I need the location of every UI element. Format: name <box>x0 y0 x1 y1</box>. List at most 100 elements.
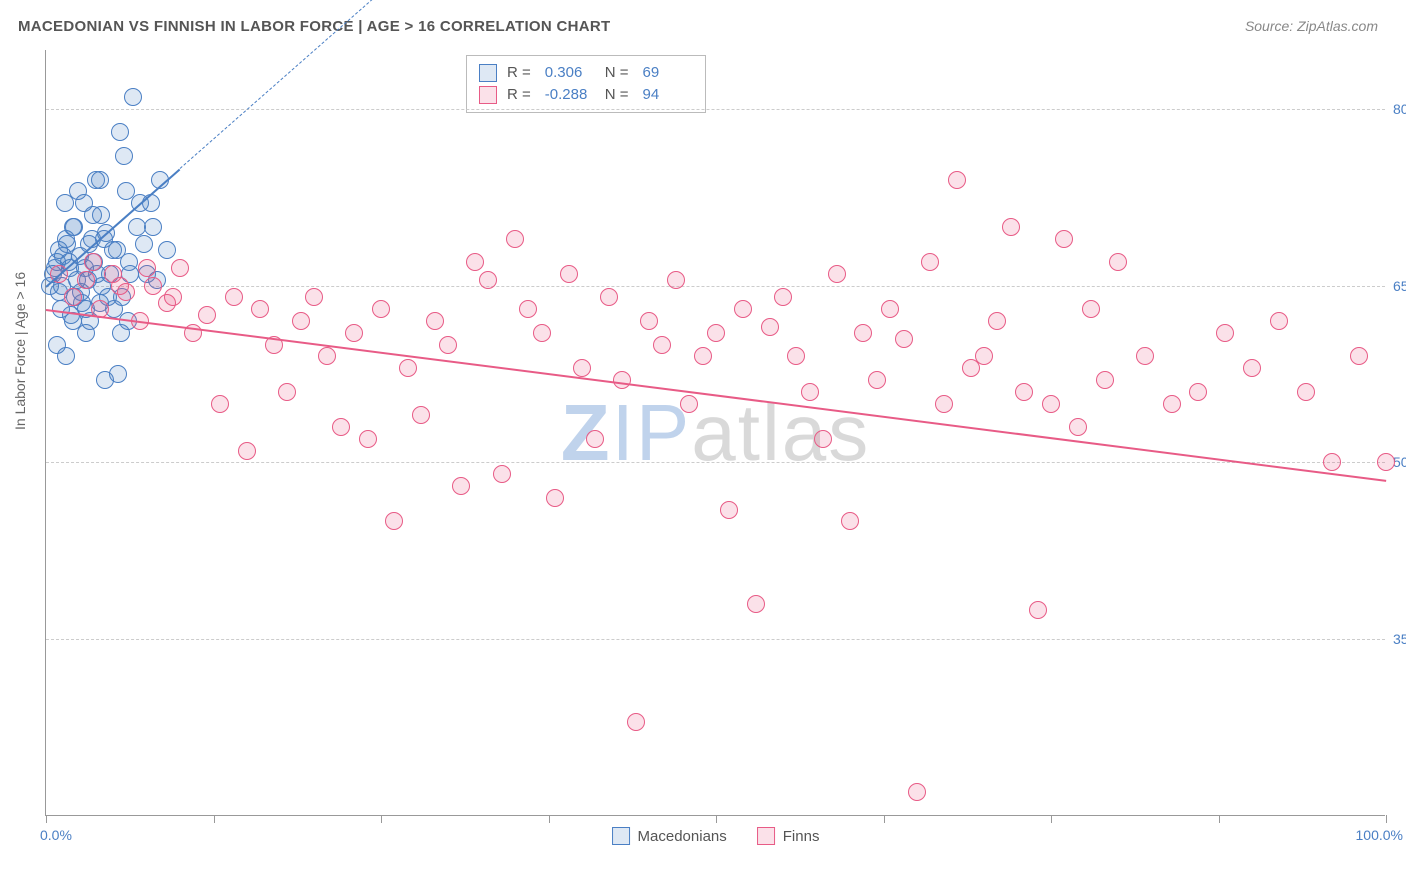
xaxis-max-label: 100.0% <box>1356 827 1403 843</box>
n-value-macedonians: 69 <box>643 62 693 84</box>
xtick <box>1051 815 1052 823</box>
data-point <box>586 430 604 448</box>
data-point <box>399 359 417 377</box>
data-point <box>546 489 564 507</box>
data-point <box>198 306 216 324</box>
data-point <box>225 288 243 306</box>
data-point <box>164 288 182 306</box>
data-point <box>948 171 966 189</box>
data-point <box>412 406 430 424</box>
r-value-finns: -0.288 <box>545 84 595 106</box>
r-value-macedonians: 0.306 <box>545 62 595 84</box>
data-point <box>1096 371 1114 389</box>
data-point <box>109 365 127 383</box>
data-point <box>1042 395 1060 413</box>
data-point <box>895 330 913 348</box>
xaxis-min-label: 0.0% <box>40 827 72 843</box>
data-point <box>1350 347 1368 365</box>
data-point <box>774 288 792 306</box>
data-point <box>828 265 846 283</box>
swatch-finns <box>479 86 497 104</box>
legend-item-macedonians: Macedonians <box>612 827 727 845</box>
data-point <box>144 277 162 295</box>
data-point <box>128 218 146 236</box>
data-point <box>694 347 712 365</box>
data-point <box>318 347 336 365</box>
data-point <box>305 288 323 306</box>
data-point <box>452 477 470 495</box>
data-point <box>142 194 160 212</box>
data-point <box>627 713 645 731</box>
data-point <box>1029 601 1047 619</box>
gridline <box>46 639 1385 640</box>
data-point <box>115 147 133 165</box>
data-point <box>613 371 631 389</box>
data-point <box>1015 383 1033 401</box>
data-point <box>881 300 899 318</box>
data-point <box>292 312 310 330</box>
data-point <box>1216 324 1234 342</box>
data-point <box>854 324 872 342</box>
data-point <box>158 241 176 259</box>
data-point <box>600 288 618 306</box>
legend-row-macedonians: R = 0.306 N = 69 <box>479 62 693 84</box>
data-point <box>747 595 765 613</box>
data-point <box>761 318 779 336</box>
swatch-macedonians <box>612 827 630 845</box>
data-point <box>479 271 497 289</box>
data-point <box>653 336 671 354</box>
data-point <box>667 271 685 289</box>
r-label: R = <box>507 84 531 106</box>
r-label: R = <box>507 62 531 84</box>
data-point <box>426 312 444 330</box>
data-point <box>65 218 83 236</box>
data-point <box>720 501 738 519</box>
correlation-legend: R = 0.306 N = 69 R = -0.288 N = 94 <box>466 55 706 113</box>
xtick <box>214 815 215 823</box>
data-point <box>1189 383 1207 401</box>
data-point <box>707 324 725 342</box>
legend-label-finns: Finns <box>783 828 820 845</box>
data-point <box>278 383 296 401</box>
data-point <box>680 395 698 413</box>
data-point <box>108 241 126 259</box>
data-point <box>1109 253 1127 271</box>
n-label: N = <box>605 62 629 84</box>
xtick <box>46 815 47 823</box>
data-point <box>332 418 350 436</box>
data-point <box>1323 453 1341 471</box>
n-value-finns: 94 <box>643 84 693 106</box>
xtick <box>549 815 550 823</box>
data-point <box>1163 395 1181 413</box>
plot-area: ZIPatlas R = 0.306 N = 69 R = -0.288 N =… <box>45 50 1385 816</box>
data-point <box>801 383 819 401</box>
data-point <box>935 395 953 413</box>
data-point <box>975 347 993 365</box>
xtick <box>884 815 885 823</box>
legend-label-macedonians: Macedonians <box>638 828 727 845</box>
data-point <box>1055 230 1073 248</box>
legend-item-finns: Finns <box>757 827 820 845</box>
data-point <box>640 312 658 330</box>
y-axis-label: In Labor Force | Age > 16 <box>12 272 28 430</box>
chart-title: MACEDONIAN VS FINNISH IN LABOR FORCE | A… <box>18 18 610 35</box>
gridline <box>46 462 1385 463</box>
xtick <box>1219 815 1220 823</box>
gridline <box>46 286 1385 287</box>
n-label: N = <box>605 84 629 106</box>
data-point <box>1270 312 1288 330</box>
legend-row-finns: R = -0.288 N = 94 <box>479 84 693 106</box>
data-point <box>92 206 110 224</box>
data-point <box>573 359 591 377</box>
data-point <box>111 277 129 295</box>
data-point <box>385 512 403 530</box>
data-point <box>372 300 390 318</box>
data-point <box>868 371 886 389</box>
data-point <box>439 336 457 354</box>
data-point <box>144 218 162 236</box>
data-point <box>1082 300 1100 318</box>
swatch-macedonians <box>479 64 497 82</box>
data-point <box>921 253 939 271</box>
data-point <box>124 88 142 106</box>
ytick-label: 80.0% <box>1393 101 1406 117</box>
